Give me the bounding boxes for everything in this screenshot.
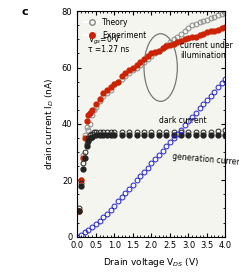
X-axis label: Drain voltage V$_{DS}$ (V): Drain voltage V$_{DS}$ (V) (103, 256, 200, 269)
Legend: Theory, Experiment: Theory, Experiment (81, 15, 149, 43)
Y-axis label: drain current I$_D$ (nA): drain current I$_D$ (nA) (44, 78, 56, 170)
Text: dark current: dark current (159, 116, 206, 125)
Text: V$_{gs}$=0 V: V$_{gs}$=0 V (88, 34, 120, 47)
Text: current under
illumination: current under illumination (180, 41, 233, 60)
Text: τ =1.27 ns: τ =1.27 ns (88, 45, 129, 54)
Text: c: c (21, 7, 28, 17)
Text: generation current: generation current (172, 152, 239, 167)
